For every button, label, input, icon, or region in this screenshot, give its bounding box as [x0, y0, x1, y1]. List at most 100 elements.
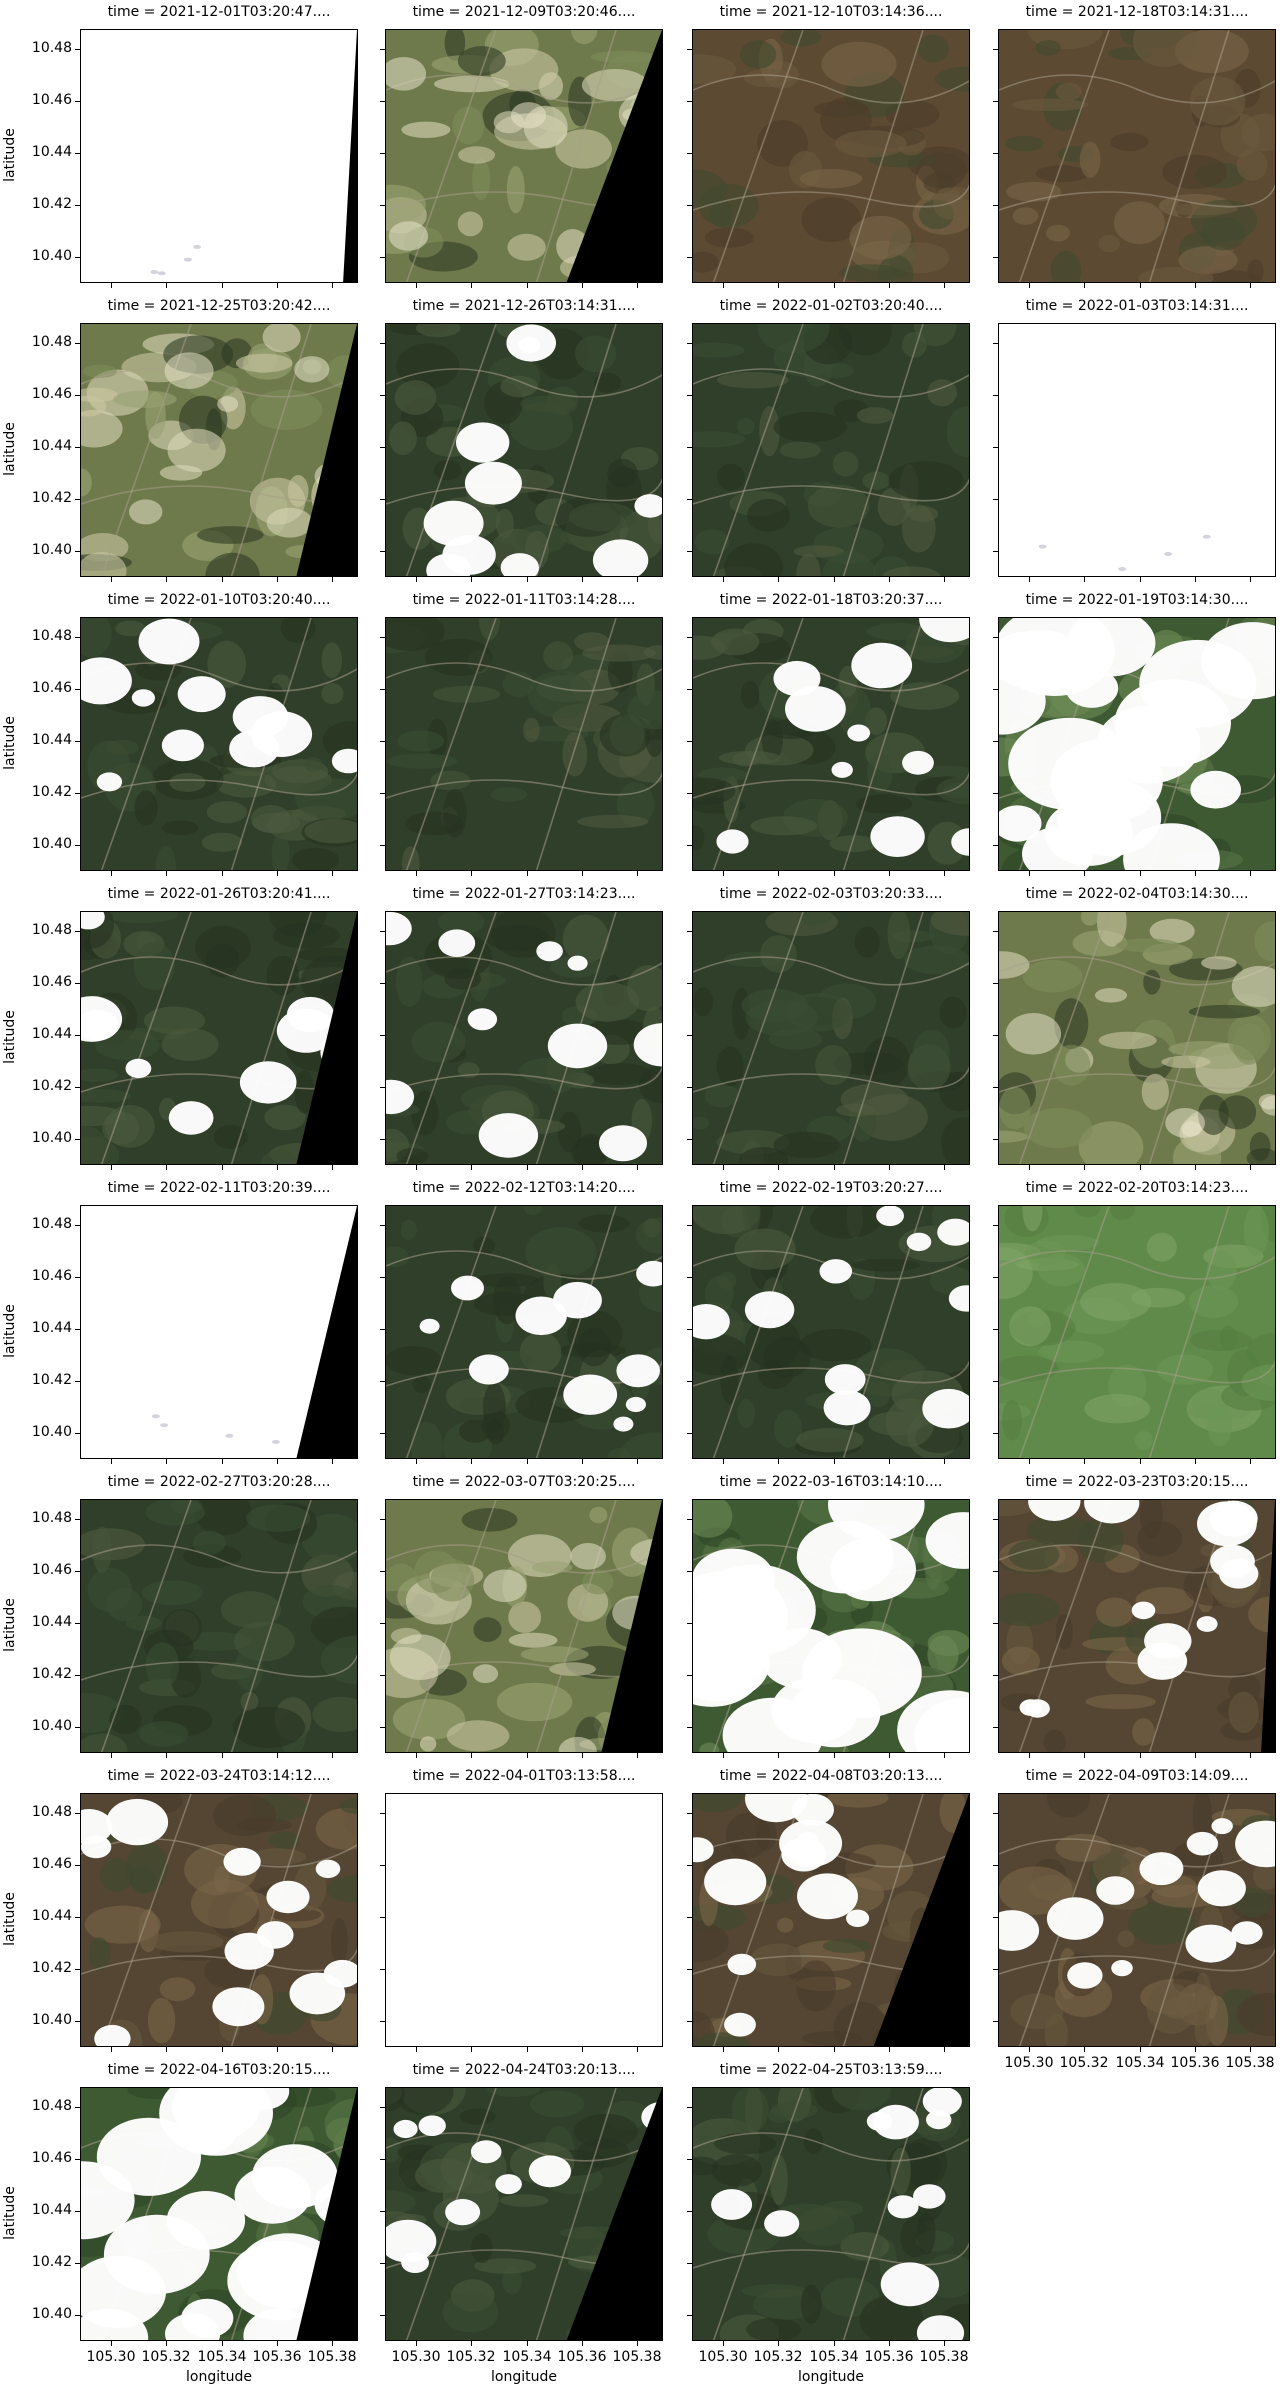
- land-patch: [395, 956, 423, 1008]
- y-tick-label: 10.44: [31, 144, 72, 160]
- x-tick-mark: [637, 871, 638, 876]
- cloud-patch: [1067, 1962, 1103, 1989]
- cloud-patch: [922, 2088, 962, 2116]
- y-tick-label: 10.42: [31, 784, 72, 800]
- cloud-patch: [724, 2012, 756, 2037]
- x-tick-mark: [416, 871, 417, 876]
- land-patch: [693, 1500, 733, 1538]
- cloud-patch: [744, 1291, 795, 1329]
- land-patch: [419, 1736, 437, 1752]
- cloud-patch: [94, 2024, 131, 2046]
- land-patch: [95, 1030, 160, 1061]
- cloud-patch: [764, 2210, 800, 2237]
- road-line: [386, 956, 662, 986]
- x-tick-mark: [222, 2341, 223, 2346]
- x-tick-mark: [944, 283, 945, 288]
- land-patch: [831, 2088, 891, 2111]
- road-line: [386, 368, 662, 398]
- land-patch: [582, 644, 656, 662]
- y-tick-mark: [380, 205, 385, 206]
- y-tick-mark: [687, 2211, 692, 2212]
- panel-title: time = 2022-02-11T03:20:39....: [107, 1180, 331, 1196]
- road-line: [1018, 912, 1110, 1164]
- y-tick-mark: [687, 2159, 692, 2160]
- land-patch: [589, 1506, 608, 1524]
- land-patch: [235, 353, 293, 373]
- land-patch: [773, 1131, 840, 1159]
- x-tick-mark: [889, 1165, 890, 1170]
- satellite-image: [81, 1206, 357, 1458]
- land-patch: [81, 1068, 119, 1082]
- land-patch: [386, 1246, 409, 1268]
- road-line: [386, 1544, 662, 1574]
- satellite-image: [81, 1794, 357, 2046]
- satellite-image: [999, 1500, 1275, 1752]
- x-tick-mark: [471, 1753, 472, 1758]
- x-tick-mark: [416, 2341, 417, 2346]
- cloud-patch: [613, 1416, 634, 1432]
- cloud-patch: [1235, 1820, 1275, 1868]
- panel-title: time = 2022-01-10T03:20:40....: [107, 592, 331, 608]
- x-tick-mark: [1084, 2047, 1085, 2052]
- x-tick-mark: [1029, 871, 1030, 876]
- land-patch: [234, 1648, 263, 1692]
- land-patch: [326, 1875, 357, 1903]
- y-tick-mark: [993, 1329, 998, 1330]
- land-patch: [1044, 2014, 1069, 2046]
- land-patch: [821, 41, 897, 87]
- land-patch: [1246, 1332, 1275, 1373]
- road-line: [535, 1500, 617, 1752]
- x-tick-mark: [416, 1753, 417, 1758]
- x-tick-mark: [723, 1165, 724, 1170]
- x-tick-mark: [723, 871, 724, 876]
- land-patch: [82, 364, 118, 378]
- land-patch: [304, 757, 323, 773]
- x-tick-mark: [166, 1165, 167, 1170]
- land-patch: [471, 2233, 493, 2263]
- land-patch: [1035, 165, 1089, 183]
- x-tick-mark: [637, 577, 638, 582]
- cloud-patch: [1185, 1924, 1237, 1963]
- satellite-image-panel: [80, 1205, 358, 1459]
- cloud-patch: [1137, 1642, 1188, 1680]
- cloud-patch: [276, 1008, 336, 1053]
- land-patch: [414, 2158, 474, 2193]
- haze-speck: [1038, 544, 1047, 549]
- y-tick-mark: [993, 257, 998, 258]
- cloud-patch: [897, 1690, 969, 1752]
- x-tick-mark: [637, 283, 638, 288]
- road-line: [230, 1500, 312, 1752]
- land-patch: [693, 169, 727, 208]
- cloud-patch: [419, 1318, 440, 1334]
- land-patch: [793, 545, 844, 558]
- land-patch: [1162, 154, 1227, 190]
- land-patch: [434, 460, 462, 481]
- panel-title: time = 2022-01-02T03:20:40....: [719, 298, 943, 314]
- land-patch: [386, 618, 445, 651]
- satellite-image-panel: [692, 29, 970, 283]
- road-line: [535, 618, 617, 870]
- y-tick-label: 10.44: [31, 1026, 72, 1042]
- land-patch: [1046, 1794, 1091, 1818]
- x-tick-mark: [277, 1753, 278, 1758]
- y-tick-mark: [993, 2021, 998, 2022]
- y-tick-mark: [687, 1087, 692, 1088]
- x-tick-mark: [723, 1753, 724, 1758]
- cloud-patch: [1046, 1897, 1104, 1940]
- cloud-patch: [224, 1932, 274, 1970]
- land-patch: [939, 996, 967, 1029]
- land-patch: [1236, 1992, 1275, 2036]
- x-tick-mark: [637, 2341, 638, 2346]
- land-patch: [490, 787, 528, 802]
- x-tick-mark: [1140, 1753, 1141, 1758]
- x-tick-label: 105.30: [391, 2349, 441, 2365]
- cloud-patch: [1044, 799, 1133, 866]
- land-patch: [1228, 1691, 1259, 1734]
- x-tick-mark: [1029, 1753, 1030, 1758]
- y-tick-mark: [687, 205, 692, 206]
- land-patch: [577, 1327, 611, 1367]
- land-patch: [143, 1006, 205, 1035]
- x-tick-mark: [1084, 1459, 1085, 1464]
- cloud-patch: [1186, 1831, 1219, 1856]
- x-tick-mark: [582, 1459, 583, 1464]
